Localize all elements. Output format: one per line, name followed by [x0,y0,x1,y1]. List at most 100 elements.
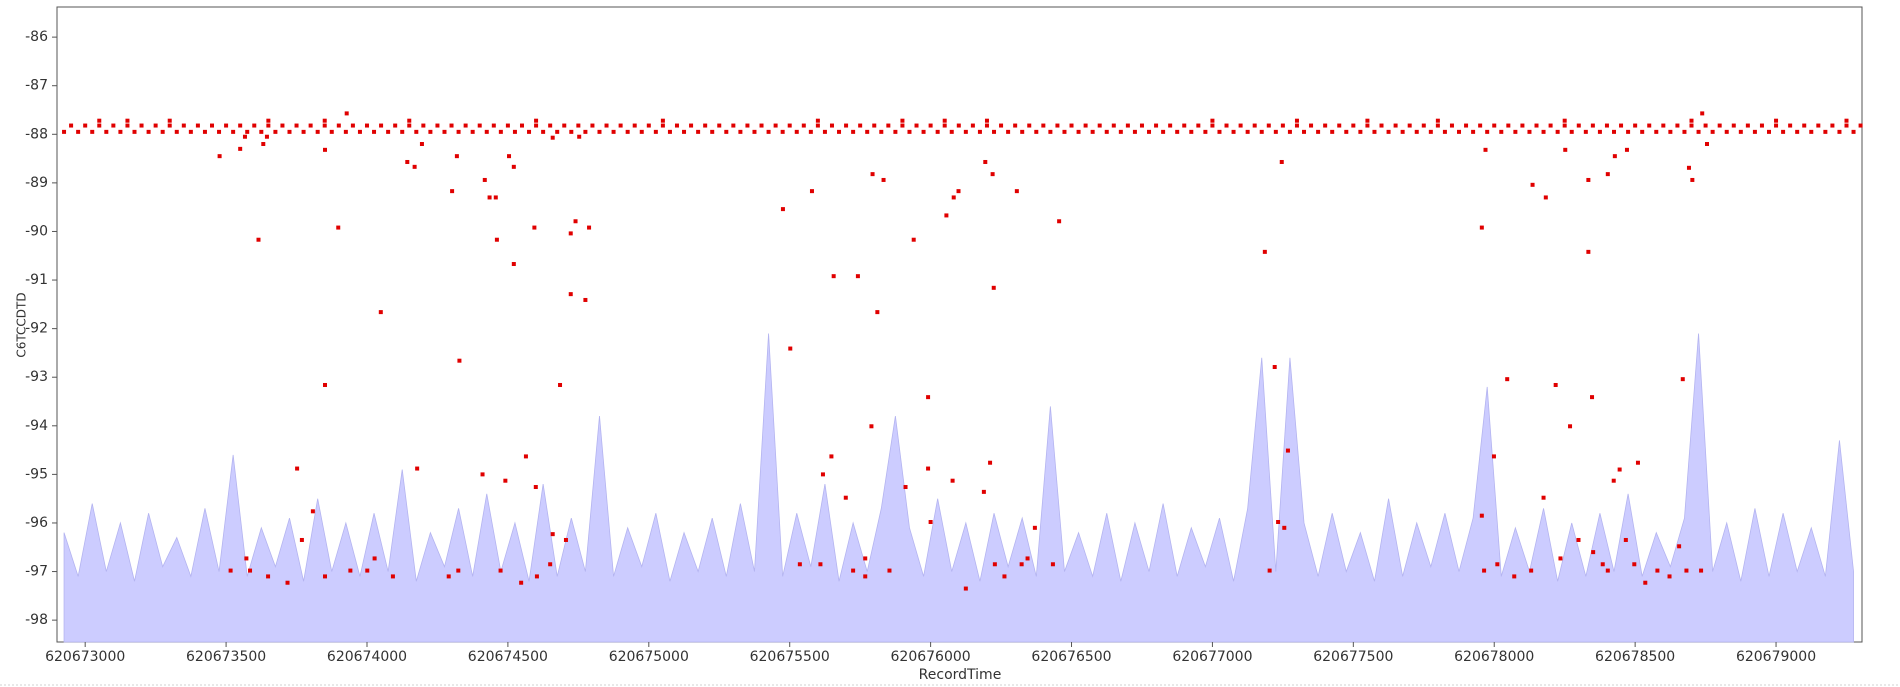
point [1710,129,1715,134]
point [646,123,651,128]
point [505,123,510,128]
point [562,123,567,128]
point [153,123,158,128]
y-axis-label: C6TCCDTD [15,292,29,357]
point [935,129,940,134]
point [1617,467,1622,472]
point [400,129,405,134]
point [167,123,172,128]
point [992,562,997,567]
point [1569,129,1574,134]
point [1529,568,1534,573]
point [228,568,233,573]
point [414,129,419,134]
point [1280,123,1285,128]
point [111,123,116,128]
point [1358,129,1363,134]
point [202,129,207,134]
point [252,123,257,128]
point [1245,129,1250,134]
point [261,142,266,147]
point [323,574,328,579]
point [1294,123,1299,128]
point [1365,123,1370,128]
x-axis-label: RecordTime [919,667,1002,683]
point [390,574,395,579]
point [710,129,715,134]
point [372,556,377,561]
point [956,189,961,194]
point [988,460,993,465]
point [970,123,975,128]
point [766,129,771,134]
point [1139,123,1144,128]
point [837,129,842,134]
point [1654,129,1659,134]
point [1189,129,1194,134]
plot-area [56,6,1863,643]
point [386,129,391,134]
point [780,129,785,134]
x-tick-label: 620675000 [609,649,689,665]
point [1276,519,1281,524]
point [1393,123,1398,128]
point [1696,129,1701,134]
point [456,129,461,134]
point [950,478,955,483]
point [887,568,892,573]
point [264,134,269,139]
point [1259,129,1264,134]
point [1548,123,1553,128]
point [1282,525,1287,530]
point [1076,129,1081,134]
point [1097,123,1102,128]
point [407,123,412,128]
point [348,568,353,573]
point [450,189,455,194]
point [1513,129,1518,134]
point [1527,129,1532,134]
point [245,129,250,134]
point [407,118,412,123]
point [167,118,172,123]
point [174,129,179,134]
point [1590,123,1595,128]
point [568,292,573,297]
point [984,123,989,128]
point [519,580,524,585]
point [487,195,492,200]
point [90,129,95,134]
point [1495,562,1500,567]
point [482,177,487,182]
point [231,129,236,134]
point [1069,123,1074,128]
point [238,123,243,128]
point [69,123,74,128]
point [991,285,996,290]
point [1597,129,1602,134]
point [280,123,285,128]
x-tick-label: 620678500 [1595,649,1675,665]
point [294,123,299,128]
point [125,123,130,128]
point [1612,154,1617,159]
point [558,382,563,387]
y-tick-label: -98 [25,612,48,628]
point [285,580,290,585]
point [1703,123,1708,128]
point [512,129,517,134]
point [1541,129,1546,134]
point [463,123,468,128]
point [928,123,933,128]
point [1287,129,1292,134]
point [1386,129,1391,134]
point [907,129,912,134]
point [365,568,370,573]
point [1471,129,1476,134]
point [1682,129,1687,134]
point [323,147,328,152]
point [1210,118,1215,123]
point [1788,123,1793,128]
point [1125,123,1130,128]
area [63,333,1854,643]
